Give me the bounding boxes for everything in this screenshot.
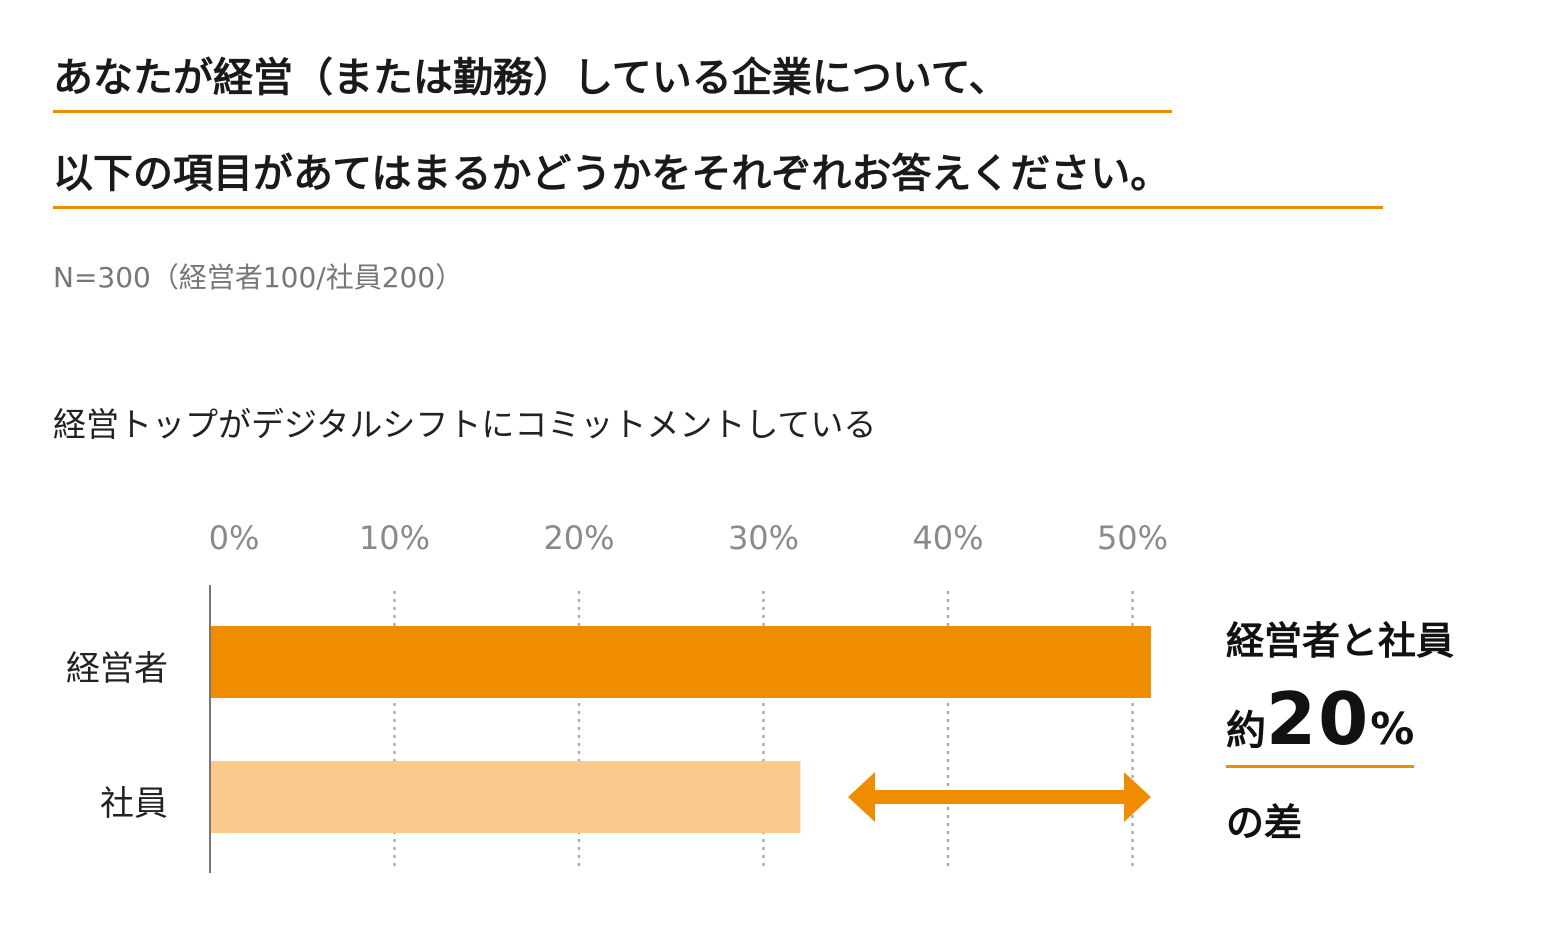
x-tick-label: 50% <box>1097 519 1168 557</box>
category-label-executive: 経営者 <box>66 649 168 689</box>
annotation-number: 20 <box>1266 677 1371 761</box>
x-tick-label: 30% <box>728 519 799 557</box>
x-tick-label: 40% <box>912 519 983 557</box>
double-arrow-icon <box>848 772 1151 822</box>
x-tick-label: 0% <box>209 519 260 557</box>
title-line-1: あなたが経営（または勤務）している企業について、 <box>53 54 1172 113</box>
sample-note: N=300（経営者100/社員200） <box>53 261 464 294</box>
bar-executive <box>210 626 1151 698</box>
annotation-value: 約20% <box>1226 677 1415 768</box>
difference-annotation: 経営者と社員 約20% の差 <box>1226 610 1454 847</box>
category-label-employee: 社員 <box>100 784 168 824</box>
x-tick-label: 10% <box>359 519 430 557</box>
annotation-suffix: の差 <box>1226 801 1303 845</box>
title-line-2: 以下の項目があてはまるかどうかをそれぞれお答えください。 <box>53 150 1383 209</box>
annotation-prefix: 約 <box>1226 708 1266 754</box>
annotation-unit: % <box>1370 704 1415 755</box>
x-tick-label: 20% <box>543 519 614 557</box>
annotation-line-1: 経営者と社員 <box>1226 619 1455 663</box>
bar-employee <box>210 761 801 833</box>
question-label: 経営トップがデジタルシフトにコミットメントしている <box>53 405 877 444</box>
